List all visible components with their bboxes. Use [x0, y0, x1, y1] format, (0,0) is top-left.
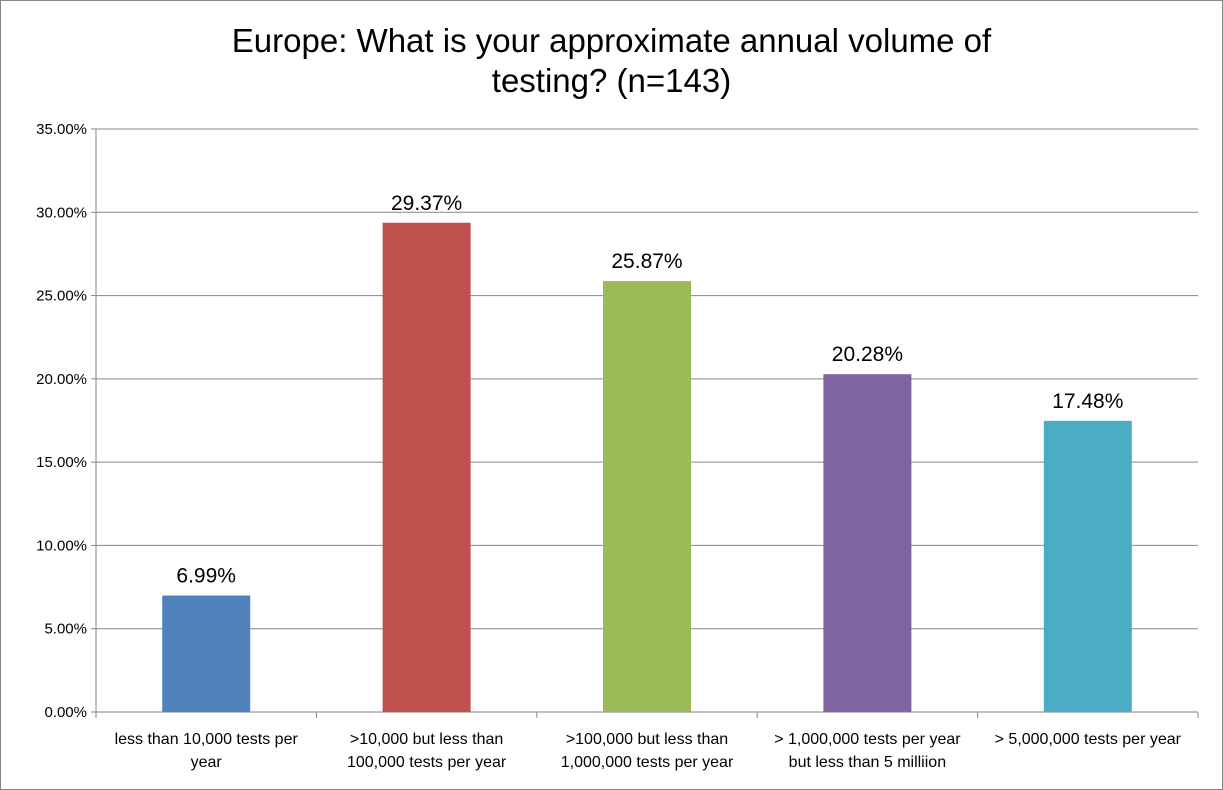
- y-tick-label: 0.00%: [44, 704, 87, 721]
- x-tick-label-line: > 1,000,000 tests per year: [774, 731, 961, 748]
- x-tick-label-line: >100,000 but less than: [565, 731, 729, 748]
- x-tick-label-line: 1,000,000 tests per year: [560, 754, 734, 771]
- data-label: 29.37%: [391, 192, 462, 215]
- y-tick-label: 30.00%: [36, 204, 87, 221]
- x-tick-label: less than 10,000 tests per year: [91, 728, 321, 774]
- bar: [162, 595, 251, 712]
- x-tick-label-line: but less than 5 milliion: [788, 754, 947, 771]
- y-tick-label: 35.00%: [36, 121, 87, 138]
- y-tick-label: 10.00%: [36, 537, 87, 554]
- y-tick-label: 5.00%: [44, 621, 87, 638]
- y-tick-label: 15.00%: [36, 454, 87, 471]
- x-tick-label-line: > 5,000,000 tests per year: [994, 731, 1181, 748]
- x-tick-label: >10,000 but less than 100,000 tests per y…: [312, 728, 542, 774]
- bar: [382, 222, 471, 712]
- x-tick-label-line: year: [190, 754, 222, 771]
- bar: [603, 281, 691, 712]
- chart-title: Europe: What is your approximate annual …: [1, 21, 1222, 101]
- x-tick-label: > 5,000,000 tests per year: [973, 728, 1203, 751]
- title-line: Europe: What is your approximate annual …: [231, 22, 992, 59]
- x-tick-label-line: >10,000 but less than: [349, 731, 504, 748]
- bar: [1043, 420, 1132, 712]
- y-tick-label: 20.00%: [36, 371, 87, 388]
- data-label: 17.48%: [1052, 390, 1123, 413]
- data-label: 25.87%: [611, 250, 682, 273]
- x-tick-label: > 1,000,000 tests per year but less than …: [752, 728, 982, 774]
- bar: [823, 374, 912, 712]
- x-tick-label: >100,000 but less than 1,000,000 tests pe…: [532, 728, 762, 774]
- x-tick-label-line: less than 10,000 tests per: [114, 731, 298, 748]
- data-label: 6.99%: [176, 565, 236, 588]
- title-line: testing? (n=143): [491, 62, 732, 99]
- data-label: 20.28%: [832, 343, 903, 366]
- x-tick-label-line: 100,000 tests per year: [346, 754, 507, 771]
- y-tick-label: 25.00%: [36, 288, 87, 305]
